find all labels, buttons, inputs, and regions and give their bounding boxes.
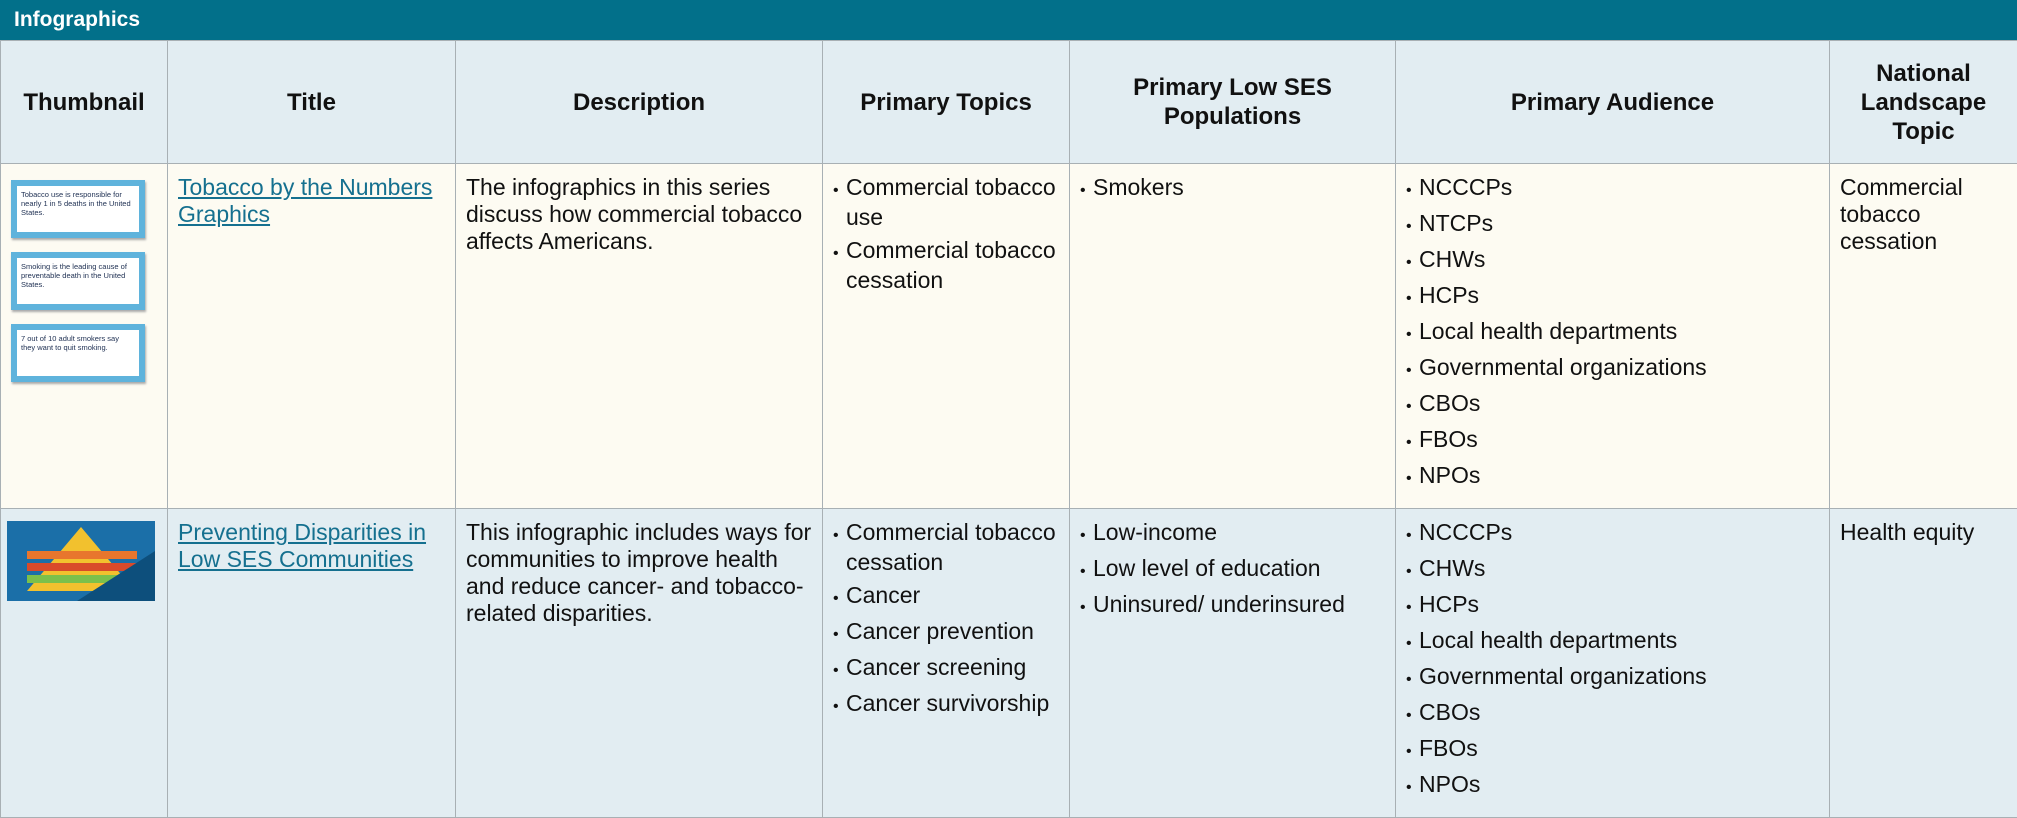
list-item: HCPs — [1406, 591, 1819, 621]
list-item: FBOs — [1406, 735, 1819, 765]
column-header: Description — [456, 41, 823, 164]
thumbnail-cell — [1, 509, 168, 818]
column-header: Primary Topics — [823, 41, 1070, 164]
list-item: Cancer screening — [833, 654, 1059, 684]
thumbnail-card: Smoking is the leading cause of preventa… — [11, 252, 145, 310]
list-item: Low-income — [1080, 519, 1385, 549]
list-item: Commercial tobacco use — [833, 174, 1059, 231]
infographic-link[interactable]: Tobacco by the Numbers Graphics — [178, 174, 432, 227]
description: This infographic includes ways for commu… — [456, 509, 823, 818]
thumbnail-card: Tobacco use is responsible for nearly 1 … — [11, 180, 145, 238]
topics-list: Commercial tobacco use Commercial tobacco… — [833, 174, 1059, 294]
populations-list: Low-income Low level of education Uninsure… — [1080, 519, 1385, 621]
landscape-topic: Commercial tobacco cessation — [1830, 164, 2017, 509]
section-title: Infographics — [0, 0, 2017, 40]
column-header: Primary Low SES Populations — [1070, 41, 1396, 164]
table-body: Tobacco use is responsible for nearly 1 … — [1, 164, 2017, 818]
table-row: Tobacco use is responsible for nearly 1 … — [1, 164, 2017, 509]
list-item: Local health departments — [1406, 627, 1819, 657]
description: The infographics in this series discuss … — [456, 164, 823, 509]
thumbnail-text: 7 out of 10 adult smokers say they want … — [17, 330, 139, 376]
list-item: CBOs — [1406, 699, 1819, 729]
audience-cell: NCCCPs CHWs HCPs Local health departments Go… — [1396, 509, 1830, 818]
table-row: Preventing Disparities in Low SES Commun… — [1, 509, 2017, 818]
audience-list: NCCCPs CHWs HCPs Local health departments Go… — [1406, 519, 1819, 801]
list-item: CHWs — [1406, 555, 1819, 585]
populations-cell: Smokers — [1070, 164, 1396, 509]
thumbnail-image — [7, 521, 155, 601]
audience-list: NCCCPs NTCPs CHWs HCPs Local health departme… — [1406, 174, 1819, 492]
list-item: Governmental organizations — [1406, 354, 1819, 384]
list-item: Low level of education — [1080, 555, 1385, 585]
list-item: NPOs — [1406, 462, 1819, 492]
infographic-link[interactable]: Preventing Disparities in Low SES Commun… — [178, 519, 426, 572]
thumbnail-card: 7 out of 10 adult smokers say they want … — [11, 324, 145, 382]
list-item: Cancer survivorship — [833, 690, 1059, 720]
list-item: CHWs — [1406, 246, 1819, 276]
populations-list: Smokers — [1080, 174, 1385, 204]
list-item: Commercial tobacco cessation — [833, 237, 1059, 294]
list-item: Governmental organizations — [1406, 663, 1819, 693]
thumbnail-text: Smoking is the leading cause of preventa… — [17, 258, 139, 304]
list-item: Smokers — [1080, 174, 1385, 204]
topics-cell: Commercial tobacco cessation Cancer Cancer… — [823, 509, 1070, 818]
list-item: NCCCPs — [1406, 519, 1819, 549]
column-header: Primary Audience — [1396, 41, 1830, 164]
title-cell: Preventing Disparities in Low SES Commun… — [168, 509, 456, 818]
list-item: Uninsured/ underinsured — [1080, 591, 1385, 621]
column-header: Title — [168, 41, 456, 164]
list-item: NPOs — [1406, 771, 1819, 801]
list-item: HCPs — [1406, 282, 1819, 312]
topics-cell: Commercial tobacco use Commercial tobacco… — [823, 164, 1070, 509]
list-item: Cancer prevention — [833, 618, 1059, 648]
column-header: National Landscape Topic — [1830, 41, 2017, 164]
list-item: Local health departments — [1406, 318, 1819, 348]
thumbnail-cell: Tobacco use is responsible for nearly 1 … — [1, 164, 168, 509]
list-item: FBOs — [1406, 426, 1819, 456]
list-item: CBOs — [1406, 390, 1819, 420]
list-item: Cancer — [833, 582, 1059, 612]
list-item: NTCPs — [1406, 210, 1819, 240]
column-header: Thumbnail — [1, 41, 168, 164]
populations-cell: Low-income Low level of education Uninsure… — [1070, 509, 1396, 818]
title-cell: Tobacco by the Numbers Graphics — [168, 164, 456, 509]
audience-cell: NCCCPs NTCPs CHWs HCPs Local health departme… — [1396, 164, 1830, 509]
list-item: Commercial tobacco cessation — [833, 519, 1059, 576]
topics-list: Commercial tobacco cessation Cancer Cancer… — [833, 519, 1059, 720]
thumbnail-text: Tobacco use is responsible for nearly 1 … — [17, 186, 139, 232]
list-item: NCCCPs — [1406, 174, 1819, 204]
landscape-topic: Health equity — [1830, 509, 2017, 818]
